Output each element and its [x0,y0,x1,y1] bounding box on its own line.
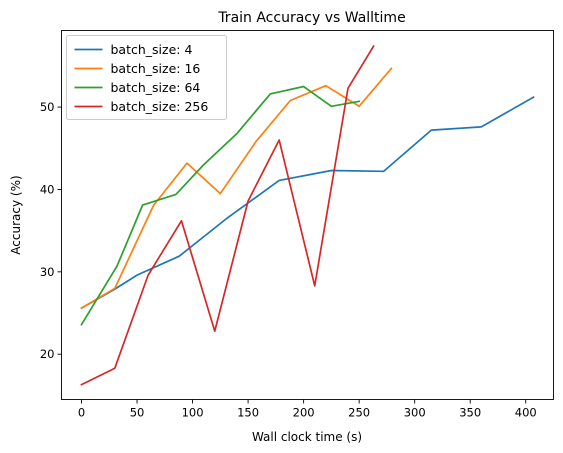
legend-label-1: batch_size: 16 [111,61,201,76]
y-tick-label: 20 [40,347,55,361]
x-tick-label: 0 [78,406,85,420]
x-tick-label: 350 [459,406,481,420]
plot-frame [61,30,554,400]
legend-label-3: batch_size: 256 [111,99,209,114]
x-tick-label: 250 [348,406,370,420]
chart-title: Train Accuracy vs Walltime [217,10,405,26]
y-tick-label: 30 [40,265,55,279]
legend: batch_size: 4 batch_size: 16 batch_size: 6… [66,35,227,120]
y-tick-label: 50 [40,100,55,114]
series-layer [80,44,535,386]
series-line-1 [80,67,393,310]
series-line-3 [80,44,375,386]
x-tick-label: 50 [130,406,145,420]
legend-box [66,35,227,120]
y-tick-label: 40 [40,182,55,196]
y-axis-label: Accuracy (%) [9,175,23,254]
legend-label-2: batch_size: 64 [111,80,201,95]
x-tick-label: 200 [293,406,315,420]
x-tick-label: 150 [237,406,259,420]
tick-layer: 0 50 100 150 200 250 300 350 400 20 30 40 50 [40,100,537,419]
legend-label-0: batch_size: 4 [111,42,193,57]
x-tick-label: 400 [515,406,537,420]
x-tick-label: 300 [404,406,426,420]
series-line-2 [80,85,361,326]
series-line-0 [80,96,535,310]
x-axis-label: Wall clock time (s) [252,430,362,444]
x-tick-label: 100 [182,406,204,420]
